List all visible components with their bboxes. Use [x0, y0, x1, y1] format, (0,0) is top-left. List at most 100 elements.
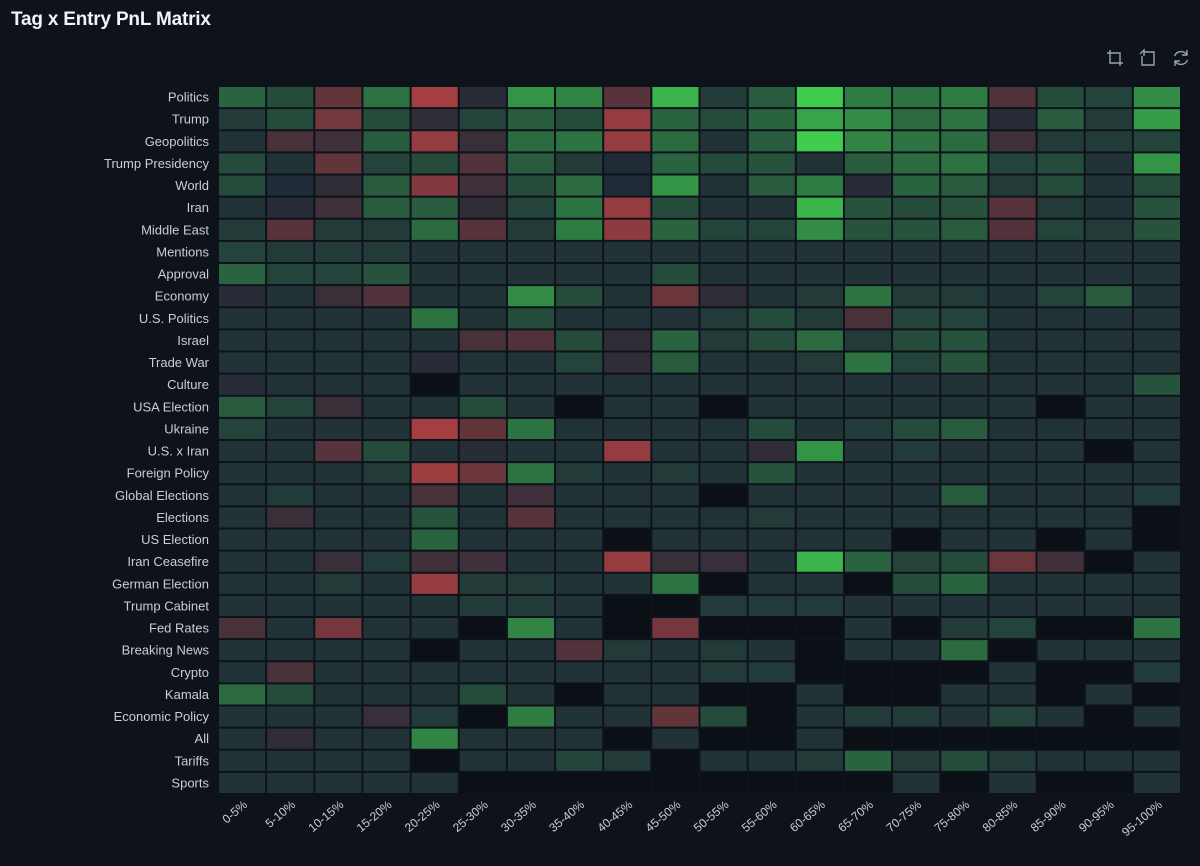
heatmap-cell[interactable] [748, 109, 795, 130]
heatmap-cell[interactable] [556, 441, 603, 462]
heatmap-cell[interactable] [1037, 706, 1084, 727]
heatmap-cell[interactable] [1085, 153, 1132, 174]
heatmap-cell[interactable] [941, 441, 988, 462]
heatmap-cell[interactable] [315, 87, 362, 108]
heatmap-cell[interactable] [267, 109, 314, 130]
heatmap-cell[interactable] [556, 418, 603, 440]
heatmap-cell[interactable] [796, 87, 843, 108]
heatmap-cell[interactable] [844, 418, 892, 440]
heatmap-cell[interactable] [1133, 595, 1180, 617]
heatmap-cell[interactable] [652, 507, 699, 528]
heatmap-cell[interactable] [652, 728, 699, 749]
heatmap-cell[interactable] [1133, 485, 1180, 506]
heatmap-cell[interactable] [363, 684, 410, 705]
heatmap-cell[interactable] [1085, 308, 1132, 329]
heatmap-cell[interactable] [315, 595, 362, 617]
heatmap-cell[interactable] [219, 308, 266, 329]
heatmap-cell[interactable] [315, 485, 362, 506]
heatmap-cell[interactable] [700, 330, 747, 351]
heatmap-cell[interactable] [315, 728, 362, 749]
heatmap-cell[interactable] [796, 507, 843, 528]
heatmap-cell[interactable] [652, 396, 699, 417]
heatmap-cell[interactable] [1085, 109, 1132, 130]
heatmap-cell[interactable] [941, 485, 988, 506]
heatmap-cell[interactable] [652, 219, 699, 240]
heatmap-cell[interactable] [1037, 640, 1084, 661]
heatmap-cell[interactable] [748, 772, 795, 794]
heatmap-cell[interactable] [411, 529, 458, 550]
heatmap-cell[interactable] [315, 241, 362, 263]
heatmap-cell[interactable] [1037, 109, 1084, 130]
heatmap-cell[interactable] [652, 241, 699, 263]
heatmap-cell[interactable] [1085, 131, 1132, 152]
heatmap-cell[interactable] [1133, 153, 1180, 174]
heatmap-cell[interactable] [219, 396, 266, 417]
heatmap-cell[interactable] [989, 551, 1036, 572]
heatmap-cell[interactable] [1085, 352, 1132, 373]
heatmap-cell[interactable] [267, 750, 314, 771]
heatmap-cell[interactable] [796, 352, 843, 373]
heatmap-cell[interactable] [556, 728, 603, 749]
heatmap-cell[interactable] [941, 463, 988, 484]
heatmap-cell[interactable] [941, 308, 988, 329]
heatmap-cell[interactable] [507, 87, 555, 108]
heatmap-cell[interactable] [893, 706, 940, 727]
heatmap-cell[interactable] [411, 640, 458, 661]
heatmap-cell[interactable] [1085, 772, 1132, 794]
heatmap-cell[interactable] [700, 728, 747, 749]
heatmap-cell[interactable] [844, 396, 892, 417]
heatmap-cell[interactable] [652, 750, 699, 771]
heatmap-cell[interactable] [363, 308, 410, 329]
heatmap-cell[interactable] [748, 684, 795, 705]
heatmap-cell[interactable] [267, 352, 314, 373]
heatmap-cell[interactable] [700, 219, 747, 240]
heatmap-cell[interactable] [844, 219, 892, 240]
heatmap-cell[interactable] [796, 551, 843, 572]
heatmap-cell[interactable] [1133, 662, 1180, 683]
heatmap-cell[interactable] [459, 219, 506, 240]
heatmap-cell[interactable] [1037, 551, 1084, 572]
heatmap-cell[interactable] [604, 396, 651, 417]
heatmap-cell[interactable] [459, 551, 506, 572]
heatmap-cell[interactable] [267, 197, 314, 218]
heatmap-cell[interactable] [363, 529, 410, 550]
heatmap-cell[interactable] [363, 374, 410, 395]
heatmap-cell[interactable] [748, 308, 795, 329]
heatmap-cell[interactable] [989, 418, 1036, 440]
heatmap-cell[interactable] [459, 750, 506, 771]
heatmap-cell[interactable] [459, 396, 506, 417]
heatmap-cell[interactable] [315, 772, 362, 794]
heatmap-cell[interactable] [363, 507, 410, 528]
heatmap-cell[interactable] [604, 219, 651, 240]
heatmap-cell[interactable] [459, 728, 506, 749]
heatmap-cell[interactable] [989, 241, 1036, 263]
heatmap-cell[interactable] [507, 153, 555, 174]
heatmap-cell[interactable] [315, 197, 362, 218]
heatmap-cell[interactable] [1133, 750, 1180, 771]
heatmap-cell[interactable] [700, 529, 747, 550]
heatmap-cell[interactable] [267, 662, 314, 683]
heatmap-cell[interactable] [556, 241, 603, 263]
heatmap-cell[interactable] [941, 87, 988, 108]
heatmap-cell[interactable] [700, 640, 747, 661]
heatmap-cell[interactable] [941, 728, 988, 749]
heatmap-cell[interactable] [267, 463, 314, 484]
heatmap-cell[interactable] [1133, 463, 1180, 484]
heatmap-cell[interactable] [363, 640, 410, 661]
heatmap-cell[interactable] [989, 330, 1036, 351]
heatmap-cell[interactable] [219, 374, 266, 395]
heatmap-cell[interactable] [989, 485, 1036, 506]
heatmap-cell[interactable] [1133, 374, 1180, 395]
heatmap-cell[interactable] [748, 418, 795, 440]
heatmap-cell[interactable] [652, 175, 699, 196]
heatmap-cell[interactable] [459, 264, 506, 285]
heatmap-cell[interactable] [844, 772, 892, 794]
heatmap-cell[interactable] [989, 529, 1036, 550]
heatmap-cell[interactable] [363, 87, 410, 108]
heatmap-cell[interactable] [315, 308, 362, 329]
heatmap-cell[interactable] [1037, 441, 1084, 462]
heatmap-cell[interactable] [844, 175, 892, 196]
heatmap-cell[interactable] [267, 153, 314, 174]
heatmap-cell[interactable] [459, 662, 506, 683]
heatmap-cell[interactable] [796, 241, 843, 263]
